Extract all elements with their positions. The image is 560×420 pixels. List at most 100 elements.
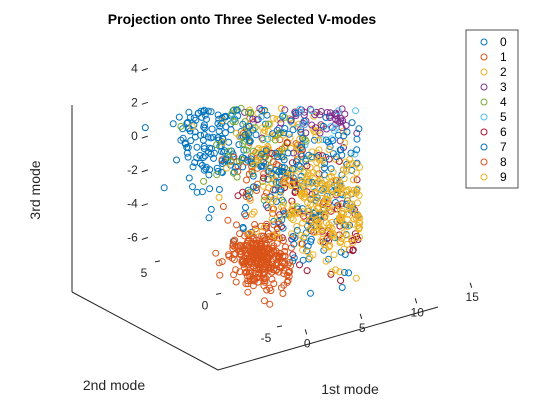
data-point: [245, 122, 253, 130]
data-point: [258, 107, 266, 114]
z-axis-label: 3rd mode: [27, 160, 43, 219]
data-point: [292, 158, 300, 166]
data-point: [263, 111, 271, 119]
data-point: [303, 267, 311, 275]
data-point: [262, 147, 270, 155]
data-point: [324, 138, 332, 146]
data-point: [291, 187, 299, 195]
data-point: [348, 235, 356, 243]
data-point: [250, 183, 258, 191]
data-point: [246, 255, 253, 263]
data-point: [185, 174, 193, 182]
data-point: [199, 136, 207, 144]
data-point: [301, 215, 309, 223]
data-point: [303, 247, 311, 255]
data-point: [229, 169, 237, 177]
legend-marker: [480, 128, 488, 136]
data-point: [355, 224, 363, 232]
data-point: [309, 169, 317, 177]
data-point: [220, 113, 228, 121]
data-point: [356, 214, 364, 222]
data-point: [315, 136, 323, 144]
legend-label: 3: [500, 80, 507, 94]
data-point: [228, 254, 236, 262]
data-point: [339, 230, 347, 238]
data-point: [264, 135, 272, 143]
data-point: [201, 152, 209, 160]
data-point: [325, 224, 332, 232]
data-point: [340, 269, 348, 276]
data-point: [298, 177, 306, 185]
data-point: [320, 186, 328, 194]
data-point: [355, 125, 363, 133]
data-point: [308, 107, 315, 115]
data-point: [307, 195, 315, 203]
data-point: [288, 180, 296, 188]
data-point: [268, 215, 276, 223]
data-point: [280, 180, 288, 188]
data-point: [255, 144, 263, 152]
z-tick-mark: [141, 101, 148, 105]
data-point: [268, 231, 276, 239]
data-point: [224, 216, 232, 224]
data-point: [189, 163, 197, 171]
data-point: [266, 284, 274, 292]
data-point: [268, 179, 276, 187]
data-point: [233, 106, 241, 114]
data-point: [278, 163, 286, 171]
data-point: [313, 158, 321, 166]
data-point: [336, 217, 343, 225]
data-point: [287, 262, 295, 270]
data-point: [341, 139, 349, 147]
y-tick-mark: [276, 325, 283, 328]
y-tick-label: 5: [141, 266, 148, 280]
data-point: [236, 230, 244, 238]
data-point: [268, 172, 276, 180]
y-tick-mark: [154, 260, 161, 263]
legend-marker: [480, 53, 488, 61]
data-point: [186, 114, 194, 121]
data-point: [216, 271, 224, 279]
data-point: [279, 112, 287, 120]
data-point: [245, 130, 253, 138]
z-tick-label: -4: [127, 197, 138, 211]
data-point: [317, 108, 325, 115]
data-point: [196, 159, 204, 167]
data-point: [296, 105, 304, 113]
data-point: [280, 177, 288, 185]
data-point: [268, 268, 276, 276]
data-point: [200, 123, 208, 131]
data-point: [253, 146, 261, 154]
data-point: [215, 259, 223, 267]
data-point: [264, 142, 272, 150]
data-point: [246, 137, 254, 145]
data-point: [264, 196, 272, 204]
data-point: [292, 209, 300, 217]
data-point: [230, 115, 238, 123]
data-point: [265, 184, 272, 192]
data-point: [289, 203, 297, 211]
data-point: [315, 152, 323, 159]
data-point: [339, 166, 347, 174]
data-point: [249, 126, 257, 134]
data-point: [241, 131, 249, 139]
data-point: [245, 267, 253, 275]
data-point: [349, 246, 357, 254]
z-tick-mark: [141, 135, 148, 139]
data-point: [269, 114, 277, 122]
data-point: [225, 252, 233, 260]
data-point: [343, 216, 351, 223]
data-point: [343, 240, 351, 248]
data-point: [255, 261, 263, 269]
data-point: [318, 226, 325, 233]
data-point: [307, 238, 315, 246]
data-point: [199, 154, 207, 161]
data-point: [299, 134, 307, 142]
data-point: [288, 197, 296, 205]
data-point: [228, 147, 235, 155]
data-point: [239, 120, 247, 128]
data-point: [355, 191, 363, 199]
data-point: [330, 251, 338, 259]
data-point: [321, 196, 329, 203]
data-point: [208, 125, 216, 133]
